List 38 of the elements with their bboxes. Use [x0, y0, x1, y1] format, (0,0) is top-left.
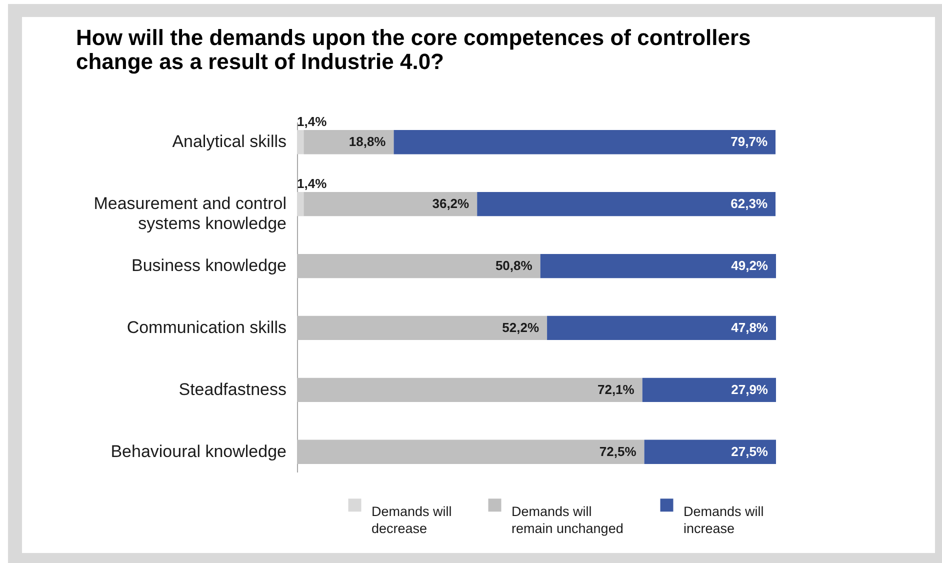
- bar: [297, 130, 304, 154]
- y-tick-label: Communication skills: [126, 318, 286, 337]
- bar: [547, 316, 776, 340]
- data-label: 27,5%: [731, 444, 768, 459]
- data-label: 47,8%: [731, 320, 768, 335]
- bar: [642, 378, 776, 402]
- data-label: 27,9%: [731, 382, 768, 397]
- y-tick-label: Business knowledge: [132, 256, 286, 276]
- y-tick-label: Analytical skills: [172, 132, 286, 152]
- bar: [304, 130, 394, 154]
- data-label: 18,8%: [348, 134, 386, 150]
- bar: [477, 192, 776, 216]
- bar: [297, 440, 644, 464]
- data-label: 79,7%: [730, 134, 768, 150]
- data-label: 50,8%: [495, 258, 533, 274]
- bar: [304, 192, 478, 216]
- data-label: 1,4%: [297, 114, 328, 130]
- legend-label: Demands will increase: [684, 504, 764, 536]
- bar: [297, 254, 540, 278]
- chart-title: How will the demands upon the core competences of controllers change as a result of Industrie 4.0?: [76, 25, 751, 74]
- bar: [297, 316, 548, 340]
- data-label: 62,3%: [730, 196, 768, 212]
- bar: [394, 130, 776, 154]
- y-tick-label: Steadfastness: [178, 380, 286, 399]
- legend-label: Demands will decrease: [372, 504, 452, 536]
- data-label: 49,2%: [731, 258, 768, 274]
- bar: [644, 440, 776, 464]
- data-label: 1,4%: [297, 176, 328, 191]
- data-label: 52,2%: [502, 320, 540, 335]
- bar: [540, 254, 776, 278]
- data-label: 72,5%: [599, 444, 637, 459]
- bar: [297, 192, 304, 216]
- data-label: 72,1%: [597, 382, 635, 397]
- y-tick-label: Measurement and control systems knowledge: [94, 194, 286, 234]
- data-label: 36,2%: [432, 196, 470, 212]
- y-tick-label: Behavioural knowledge: [110, 442, 286, 461]
- bar: [297, 378, 642, 402]
- legend-label: Demands will remain unchanged: [512, 504, 624, 536]
